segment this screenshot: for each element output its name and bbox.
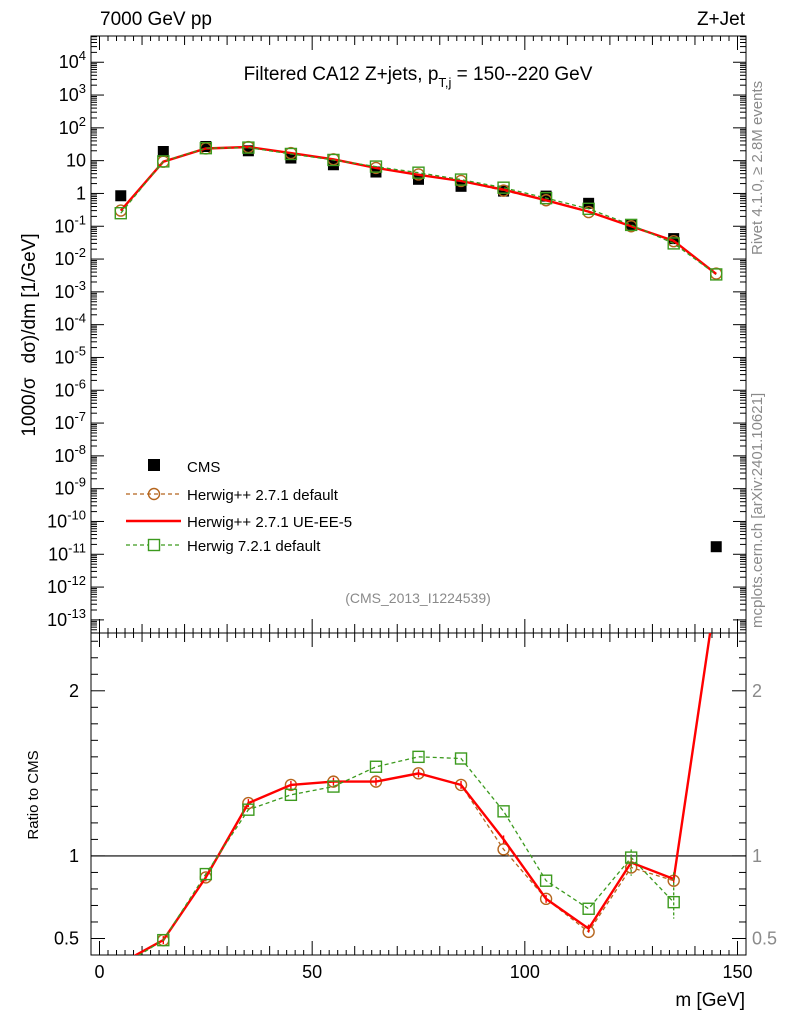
herwig7-point (624, 218, 638, 232)
ratio-herwig7-line (138, 756, 675, 955)
cms-data-point (242, 145, 254, 157)
main-ytick-label: 10-5 (54, 343, 86, 367)
ratio-xtick-label: 50 (302, 962, 322, 982)
herwig7-point (454, 173, 468, 186)
main-series (114, 140, 723, 553)
cms-data-point (668, 233, 680, 245)
main-ylabel: 1000/σdσ)/dm [1/GeV] (19, 233, 40, 436)
main-ytick-label: 10-11 (48, 540, 86, 564)
herwig7-point (284, 147, 298, 161)
herwig7-point (369, 160, 383, 173)
herwig7-point (539, 191, 553, 205)
ratio-herwig-ue-line (133, 633, 712, 955)
ratio-herwig-default-point (454, 778, 468, 792)
ratio-xtick-label: 150 (722, 962, 752, 982)
main-ytick-label: 10-3 (54, 278, 86, 302)
herwig7-point (157, 155, 170, 168)
ratio-xtick-label: 100 (510, 962, 540, 982)
herwig7-point (114, 206, 127, 220)
mcplots-label: mcplots.cern.ch [arXiv:2401.10621] (749, 393, 766, 628)
ratio-ylabel: Ratio to CMS (25, 750, 42, 839)
legend-herwig7-marker (147, 538, 161, 552)
main-ytick-label: 102 (59, 114, 86, 138)
ratio-herwig7-point (327, 780, 340, 793)
main-ytick-label: 10-7 (54, 409, 86, 433)
main-axes: 10-1310-1210-1110-1010-910-810-710-610-5… (47, 36, 746, 634)
analysis-watermark: (CMS_2013_I1224539) (345, 590, 491, 606)
ratio-herwig7-point (115, 961, 126, 972)
main-ytick-label: 104 (59, 48, 86, 72)
legend-herwig-default-marker (147, 487, 161, 501)
ratio-herwig7-point (284, 788, 298, 802)
x-axis-label: m [GeV] (675, 990, 745, 1011)
chart-title: Filtered CA12 Z+jets, pT,j = 150--220 Ge… (244, 64, 593, 90)
herwig7-point (242, 141, 255, 154)
ratio-herwig7-point (199, 867, 213, 881)
legend-cms-marker (148, 459, 160, 471)
main-ytick-label: 103 (59, 81, 86, 105)
main-ytick-label: 10-10 (47, 507, 86, 531)
herwig7-point (582, 202, 595, 216)
ratio-series (115, 633, 712, 972)
main-ytick-label: 10-8 (54, 442, 86, 466)
ratio-herwig7-point (242, 803, 255, 816)
energy-label: 7000 GeV pp (100, 9, 212, 30)
cms-data-point (498, 185, 510, 197)
main-ytick-label: 10-4 (54, 311, 86, 335)
process-label: Z+Jet (697, 9, 746, 30)
ratio-herwig7-point (412, 750, 425, 764)
ratio-plot-frame (90, 632, 747, 956)
ratio-ytick-label-right: 2 (752, 681, 762, 701)
ratio-herwig7-point (454, 752, 468, 765)
main-ytick-label: 10-6 (54, 376, 86, 400)
legend-herwig-ue-label: Herwig++ 2.7.1 UE-EE-5 (187, 514, 352, 531)
herwig7-point (667, 237, 680, 250)
ratio-herwig-default-point (242, 796, 255, 810)
herwig7-point (412, 166, 425, 179)
ratio-herwig7-point (369, 760, 383, 773)
cms-data-point (710, 541, 722, 553)
ratio-herwig7-point (497, 805, 510, 818)
legend-herwig-default-label: Herwig++ 2.7.1 default (187, 487, 339, 504)
legend-cms-label: CMS (187, 459, 220, 476)
main-ytick-label: 10-1 (54, 212, 86, 236)
cms-data-point (540, 190, 552, 202)
main-ytick-label: 1 (76, 183, 86, 203)
main-ytick-label: 10-2 (54, 245, 86, 269)
ratio-ytick-label-right: 1 (752, 846, 762, 866)
ratio-herwig-default-point (497, 843, 510, 856)
ratio-herwig-default-point (539, 892, 553, 906)
cms-data-point (157, 146, 169, 158)
main-ytick-label: 10-13 (47, 606, 86, 630)
ratio-ytick-label-right: 0.5 (752, 928, 777, 948)
legend-herwig7-label: Herwig 7.2.1 default (187, 538, 321, 555)
ratio-ytick-label: 0.5 (54, 928, 79, 948)
ratio-herwig7-point (582, 902, 595, 915)
herwig7-point (710, 268, 723, 281)
ratio-herwig7-point (157, 933, 170, 947)
main-ytick-label: 10-9 (54, 475, 86, 499)
herwig-default-line (120, 146, 717, 275)
legend: CMS Herwig++ 2.7.1 default Herwig++ 2.7.… (126, 459, 352, 555)
main-ytick-label: 10-12 (47, 573, 86, 597)
herwig7-point (497, 181, 510, 194)
cms-data-point (200, 140, 212, 152)
cms-data-point (115, 190, 127, 202)
main-ytick-label: 10 (66, 151, 86, 171)
ratio-ytick-label: 1 (69, 846, 79, 866)
rivet-version-label: Rivet 4.1.0, ≥ 2.8M events (749, 81, 766, 255)
ratio-herwig-default-point (115, 958, 126, 969)
cms-data-point (625, 219, 637, 231)
ratio-herwig7-point (539, 874, 553, 887)
herwig7-point (327, 153, 340, 167)
herwig-ue-line (119, 145, 717, 275)
herwig7-point (199, 141, 213, 155)
ratio-xtick-label: 0 (94, 962, 104, 982)
ratio-ytick-label: 2 (69, 681, 79, 701)
